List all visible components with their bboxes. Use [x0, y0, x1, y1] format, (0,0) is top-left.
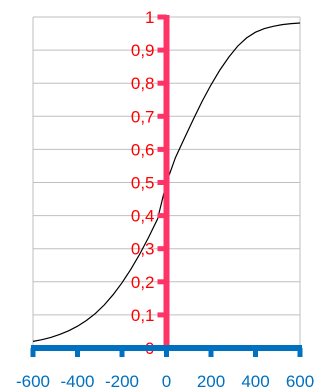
x-tick-label: 600 [286, 372, 314, 389]
y-tick-label: 0,3 [131, 240, 155, 259]
y-tick-label: 1 [145, 8, 154, 27]
x-tick-label: 400 [241, 372, 269, 389]
y-tick-label: 0,1 [131, 306, 155, 325]
y-tick-label: 0,5 [131, 174, 155, 193]
y-tick-label: 0,4 [131, 207, 155, 226]
y-tick-label: 0,2 [131, 273, 155, 292]
y-tick-label: 0,8 [131, 74, 155, 93]
x-tick-label: 0 [162, 372, 171, 389]
x-tick-label: -400 [60, 372, 94, 389]
x-axis: -600 -400 -200 0 200 400 600 [16, 345, 314, 389]
x-tick-label: 200 [197, 372, 225, 389]
y-tick-label: 0,6 [131, 140, 155, 159]
y-tick-label: 0,7 [131, 107, 155, 126]
y-axis: 00,10,20,30,40,50,60,70,80,91 [131, 8, 170, 358]
x-tick-label: -200 [105, 372, 139, 389]
y-tick-label: 0,9 [131, 41, 155, 60]
x-tick-label: -600 [16, 372, 50, 389]
